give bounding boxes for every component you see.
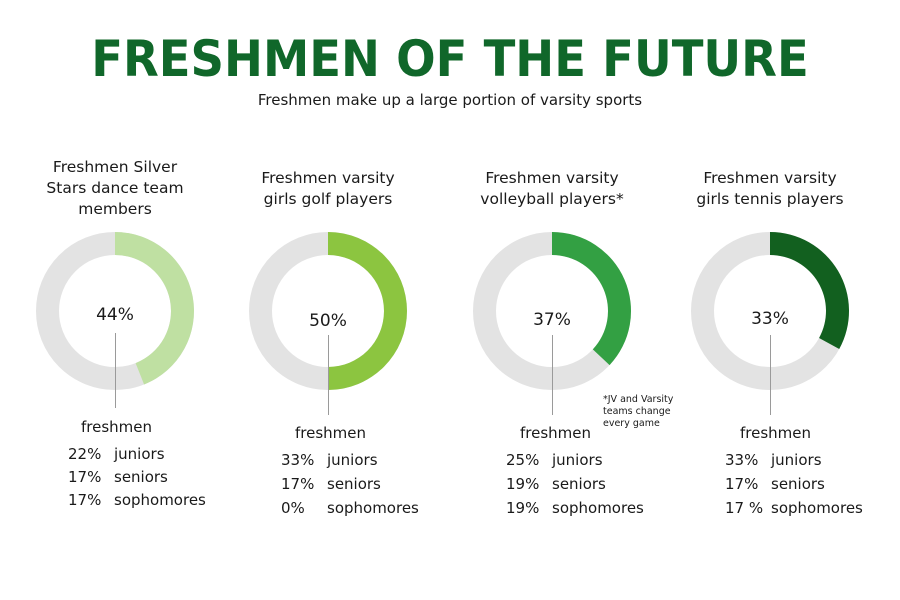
breakdown-percent: 22% — [68, 445, 102, 463]
chart-title-line: girls golf players — [263, 190, 393, 208]
breakdown-percent: 17% — [68, 468, 102, 486]
page-subtitle: Freshmen make up a large portion of vars… — [257, 91, 643, 109]
breakdown-percent: 17% — [725, 475, 759, 493]
freshmen-percent-label: 37% — [533, 310, 571, 330]
chart-title-line: volleyball players* — [480, 190, 624, 208]
page-title: FRESHMEN OF THE FUTURE — [91, 30, 809, 88]
breakdown-class-label: seniors — [114, 468, 168, 486]
freshmen-percent-label: 33% — [751, 309, 789, 329]
freshmen-percent-label: 50% — [309, 311, 347, 331]
chart-title-line: girls tennis players — [696, 190, 844, 208]
breakdown-percent: 19% — [506, 475, 540, 493]
freshmen-label: freshmen — [81, 418, 153, 436]
breakdown-class-label: juniors — [771, 451, 822, 469]
footnote-line: teams change — [603, 406, 671, 417]
chart-title-line: Freshmen varsity — [703, 169, 837, 187]
chart-title-line: members — [78, 200, 152, 218]
breakdown-class-label: sophomores — [552, 499, 644, 517]
donut-freshmen-segment — [115, 232, 195, 385]
chart-title-line: Freshmen varsity — [485, 169, 619, 187]
breakdown-class-label: seniors — [552, 475, 606, 493]
donut-freshmen-segment — [328, 232, 407, 390]
breakdown-class-label: juniors — [327, 451, 378, 469]
leader-line — [552, 335, 553, 415]
freshmen-label: freshmen — [740, 424, 812, 442]
breakdown-percent: 17% — [281, 475, 315, 493]
breakdown-class-label: sophomores — [771, 499, 863, 517]
breakdown-percent: 33% — [725, 451, 759, 469]
freshmen-percent-label: 44% — [96, 305, 134, 325]
breakdown-class-label: seniors — [771, 475, 825, 493]
donut-freshmen-segment — [770, 232, 849, 350]
leader-line — [115, 333, 116, 408]
freshmen-label: freshmen — [520, 424, 592, 442]
breakdown-percent: 17% — [68, 491, 102, 509]
breakdown-class-label: sophomores — [114, 491, 206, 509]
breakdown-percent: 17 % — [725, 499, 764, 517]
footnote-line: *JV and Varsity — [603, 394, 674, 405]
footnote-line: every game — [603, 418, 660, 429]
donut-freshmen-segment — [552, 232, 631, 366]
chart-title-line: Stars dance team — [46, 179, 184, 197]
leader-line — [328, 335, 329, 415]
breakdown-percent: 25% — [506, 451, 540, 469]
breakdown-class-label: juniors — [552, 451, 603, 469]
breakdown-percent: 19% — [506, 499, 540, 517]
breakdown-class-label: seniors — [327, 475, 381, 493]
leader-line — [770, 335, 771, 415]
chart-title-line: Freshmen Silver — [52, 158, 178, 176]
breakdown-percent: 0% — [281, 499, 305, 517]
breakdown-class-label: sophomores — [327, 499, 419, 517]
breakdown-percent: 33% — [281, 451, 315, 469]
chart-title-line: Freshmen varsity — [261, 169, 395, 187]
freshmen-label: freshmen — [295, 424, 367, 442]
breakdown-class-label: juniors — [114, 445, 165, 463]
